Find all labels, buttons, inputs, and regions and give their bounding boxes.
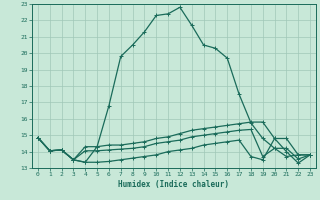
X-axis label: Humidex (Indice chaleur): Humidex (Indice chaleur) [118,180,229,189]
